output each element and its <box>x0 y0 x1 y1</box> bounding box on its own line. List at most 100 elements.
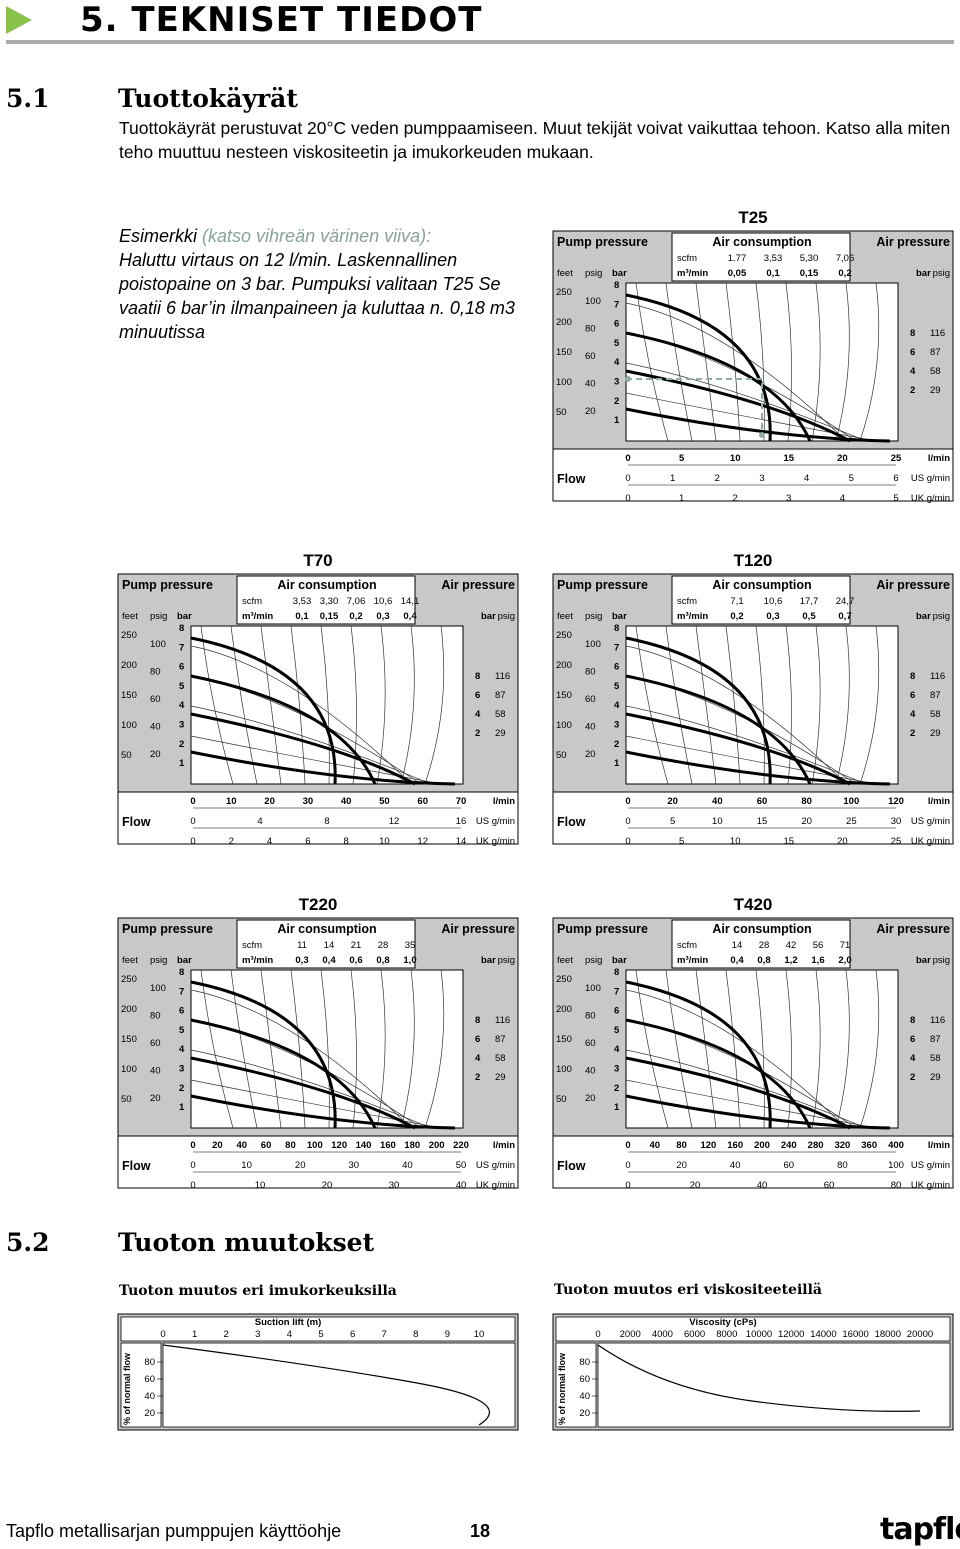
flow-unit: UK g/min <box>476 836 515 846</box>
flow-tick: 0 <box>625 796 630 807</box>
flow-tick: 60 <box>784 1160 795 1171</box>
scfm-label: scfm <box>677 253 697 264</box>
bar-label: bar <box>177 611 192 622</box>
y-tick: 80 <box>579 1357 590 1368</box>
flow-tick: 2 <box>715 473 720 484</box>
air-psig-tick: 87 <box>930 1034 941 1045</box>
x-axis-box <box>555 1316 951 1342</box>
feet-tick: 100 <box>556 1064 572 1075</box>
y-tick: 60 <box>144 1374 155 1385</box>
air-bar-label: bar <box>481 955 496 966</box>
air-consumption-curve <box>695 625 717 785</box>
flow-tick: 60 <box>261 1140 272 1151</box>
feet-label: feet <box>557 955 573 966</box>
x-tick: 6000 <box>684 1329 705 1340</box>
performance-chart-t25: T25 Pump pressure Air consumption Air press… <box>552 203 954 503</box>
air-psig-label: psig <box>933 611 950 622</box>
flow-unit: l/min <box>928 1140 950 1151</box>
flow-tick: 0 <box>190 1140 195 1151</box>
bar-tick: 2 <box>614 396 619 407</box>
flow-tick: 3 <box>786 493 791 503</box>
air-bar-label: bar <box>916 611 931 622</box>
air-consumption-curve <box>725 969 741 1129</box>
air-consumption-curve <box>200 969 234 1129</box>
psig-tick: 40 <box>585 379 596 390</box>
air-consumption-box <box>236 919 416 969</box>
flow-tick: 10 <box>712 816 723 827</box>
tapflo-logo: tapflo <box>880 1512 960 1547</box>
air-consumption-box <box>236 575 416 625</box>
air-consumption-label: Air consumption <box>712 578 811 592</box>
chart-svg: T120 Pump pressure Air consumption Air pres… <box>552 551 954 846</box>
flow-tick: 80 <box>801 796 812 807</box>
x-tick: 8 <box>413 1329 418 1340</box>
bar-label: bar <box>612 268 627 279</box>
x-tick: 18000 <box>875 1329 901 1340</box>
flow-tick: 25 <box>891 453 902 464</box>
x-tick: 10000 <box>746 1329 772 1340</box>
bar-tick: 4 <box>179 1044 185 1055</box>
chart-svg: Viscosity (cPs) 0 2000 4000 6000 8000 10000 120… <box>552 1313 954 1431</box>
psig-tick: 100 <box>150 983 166 994</box>
air-psig-tick: 58 <box>930 709 941 720</box>
scfm-label: scfm <box>242 596 262 607</box>
psig-tick: 60 <box>585 351 596 362</box>
air-consumption-curve <box>200 625 234 785</box>
plot-area <box>597 1342 951 1428</box>
air-consumption-curve <box>725 282 741 442</box>
chapter-header: 5. TEKNISET TIEDOT <box>6 0 954 44</box>
psig-tick: 80 <box>585 1011 596 1022</box>
flow-tick: 5 <box>679 836 684 846</box>
flow-tick: 4 <box>267 836 272 846</box>
m3min-tick: 0,5 <box>802 611 816 622</box>
bar-label: bar <box>177 955 192 966</box>
plot-area <box>190 969 464 1129</box>
plot-area <box>625 969 899 1129</box>
flow-tick: 10 <box>730 453 741 464</box>
viscosity-chart: Viscosity (cPs) 0 2000 4000 6000 8000 10000 120… <box>552 1313 954 1431</box>
flow-tick: 5 <box>849 473 854 484</box>
m3min-tick: 1,2 <box>784 955 797 966</box>
feet-label: feet <box>557 611 573 622</box>
flow-tick: 20 <box>837 453 848 464</box>
air-bar-tick: 2 <box>910 728 915 739</box>
air-consumption-curve <box>665 969 693 1129</box>
scfm-tick: 21 <box>351 940 362 951</box>
air-pressure-curve <box>190 674 377 785</box>
psig-tick: 20 <box>585 406 596 417</box>
bar-tick: 1 <box>614 758 620 769</box>
x-tick: 5 <box>318 1329 323 1340</box>
flow-tick: 40 <box>757 1180 768 1190</box>
m3min-label: m³/min <box>242 955 273 966</box>
air-psig-tick: 29 <box>930 385 941 396</box>
m3min-tick: 0,4 <box>730 955 744 966</box>
air-bar-tick: 2 <box>910 385 915 396</box>
example-text: Esimerkki (katso vihreän värinen viiva):… <box>119 224 521 344</box>
flow-tick: 20 <box>837 836 848 846</box>
psig-tick: 100 <box>585 983 601 994</box>
bar-tick: 5 <box>614 338 620 349</box>
feet-tick: 200 <box>556 317 572 328</box>
bar-tick: 3 <box>614 1064 619 1075</box>
scfm-tick: 14 <box>732 940 743 951</box>
viscosity-heading: Tuoton muutos eri viskositeeteillä <box>554 1282 822 1298</box>
air-consumption-curve <box>290 625 306 785</box>
x-tick: 4000 <box>652 1329 673 1340</box>
feet-tick: 150 <box>121 1034 137 1045</box>
flow-tick: 160 <box>380 1140 396 1151</box>
air-consumption-curve <box>635 282 669 442</box>
air-consumption-curve <box>400 969 415 1129</box>
flow-tick: 25 <box>846 816 857 827</box>
air-pressure-label: Air pressure <box>441 922 515 936</box>
flow-tick: 16 <box>456 816 467 827</box>
air-consumption-label: Air consumption <box>712 235 811 249</box>
psig-tick: 80 <box>585 667 596 678</box>
flow-unit: l/min <box>493 796 515 807</box>
flow-tick: 0 <box>625 473 630 484</box>
scfm-tick: 3,53 <box>293 596 312 607</box>
flow-tick: 25 <box>891 836 902 846</box>
m3min-tick: 0,7 <box>838 611 851 622</box>
feet-tick: 50 <box>556 407 567 418</box>
air-bar-tick: 8 <box>910 1015 915 1026</box>
plot-area <box>190 625 464 785</box>
